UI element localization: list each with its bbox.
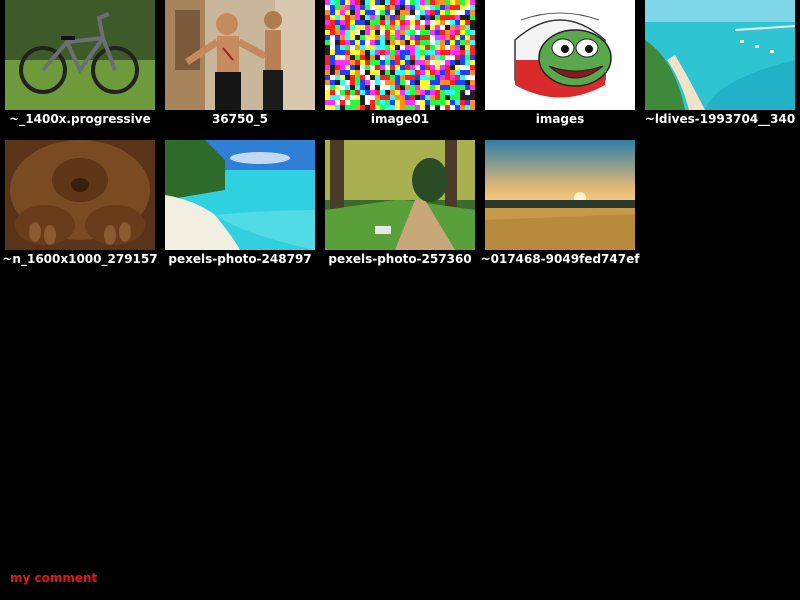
thumbnail-label: image01 xyxy=(370,112,430,126)
thumbnail-label: pexels-photo-248797 xyxy=(168,252,312,266)
martial-artist-photo[interactable] xyxy=(165,0,315,110)
thumbnail-label: pexels-photo-257360 xyxy=(328,252,472,266)
thumbnail-item[interactable]: 36750_5 xyxy=(160,0,320,140)
thumbnail-label: ~_1400x.progressive xyxy=(9,112,151,126)
maldives-aerial-photo[interactable] xyxy=(645,0,795,110)
thumbnail-item[interactable]: ~_1400x.progressive xyxy=(0,0,160,140)
sunset-field-photo[interactable] xyxy=(485,140,635,250)
thumbnail-item[interactable]: ~n_1600x1000_279157 xyxy=(0,140,160,280)
tropical-beach-photo[interactable] xyxy=(165,140,315,250)
comment-text: my comment xyxy=(10,571,98,585)
frog-meme-image[interactable] xyxy=(485,0,635,110)
orangutan-photo[interactable] xyxy=(5,140,155,250)
forest-path-photo[interactable] xyxy=(325,140,475,250)
thumbnail-item[interactable]: pexels-photo-257360 xyxy=(320,140,480,280)
thumbnail-label: images xyxy=(535,112,585,126)
mountain-bike-photo[interactable] xyxy=(5,0,155,110)
thumbnail-item[interactable]: image01 xyxy=(320,0,480,140)
thumbnail-item[interactable]: pexels-photo-248797 xyxy=(160,140,320,280)
thumbnail-label: 36750_5 xyxy=(211,112,269,126)
thumbnail-label: ~n_1600x1000_279157 xyxy=(2,252,158,266)
thumbnail-label: ~ldives-1993704__340 xyxy=(644,112,796,126)
thumbnail-item[interactable]: ~017468-9049fed747ef xyxy=(480,140,640,280)
color-noise-image[interactable] xyxy=(325,0,475,110)
thumbnail-label: ~017468-9049fed747ef xyxy=(480,252,640,266)
thumbnail-item[interactable]: ~ldives-1993704__340 xyxy=(640,0,800,140)
thumbnail-item[interactable]: images xyxy=(480,0,640,140)
